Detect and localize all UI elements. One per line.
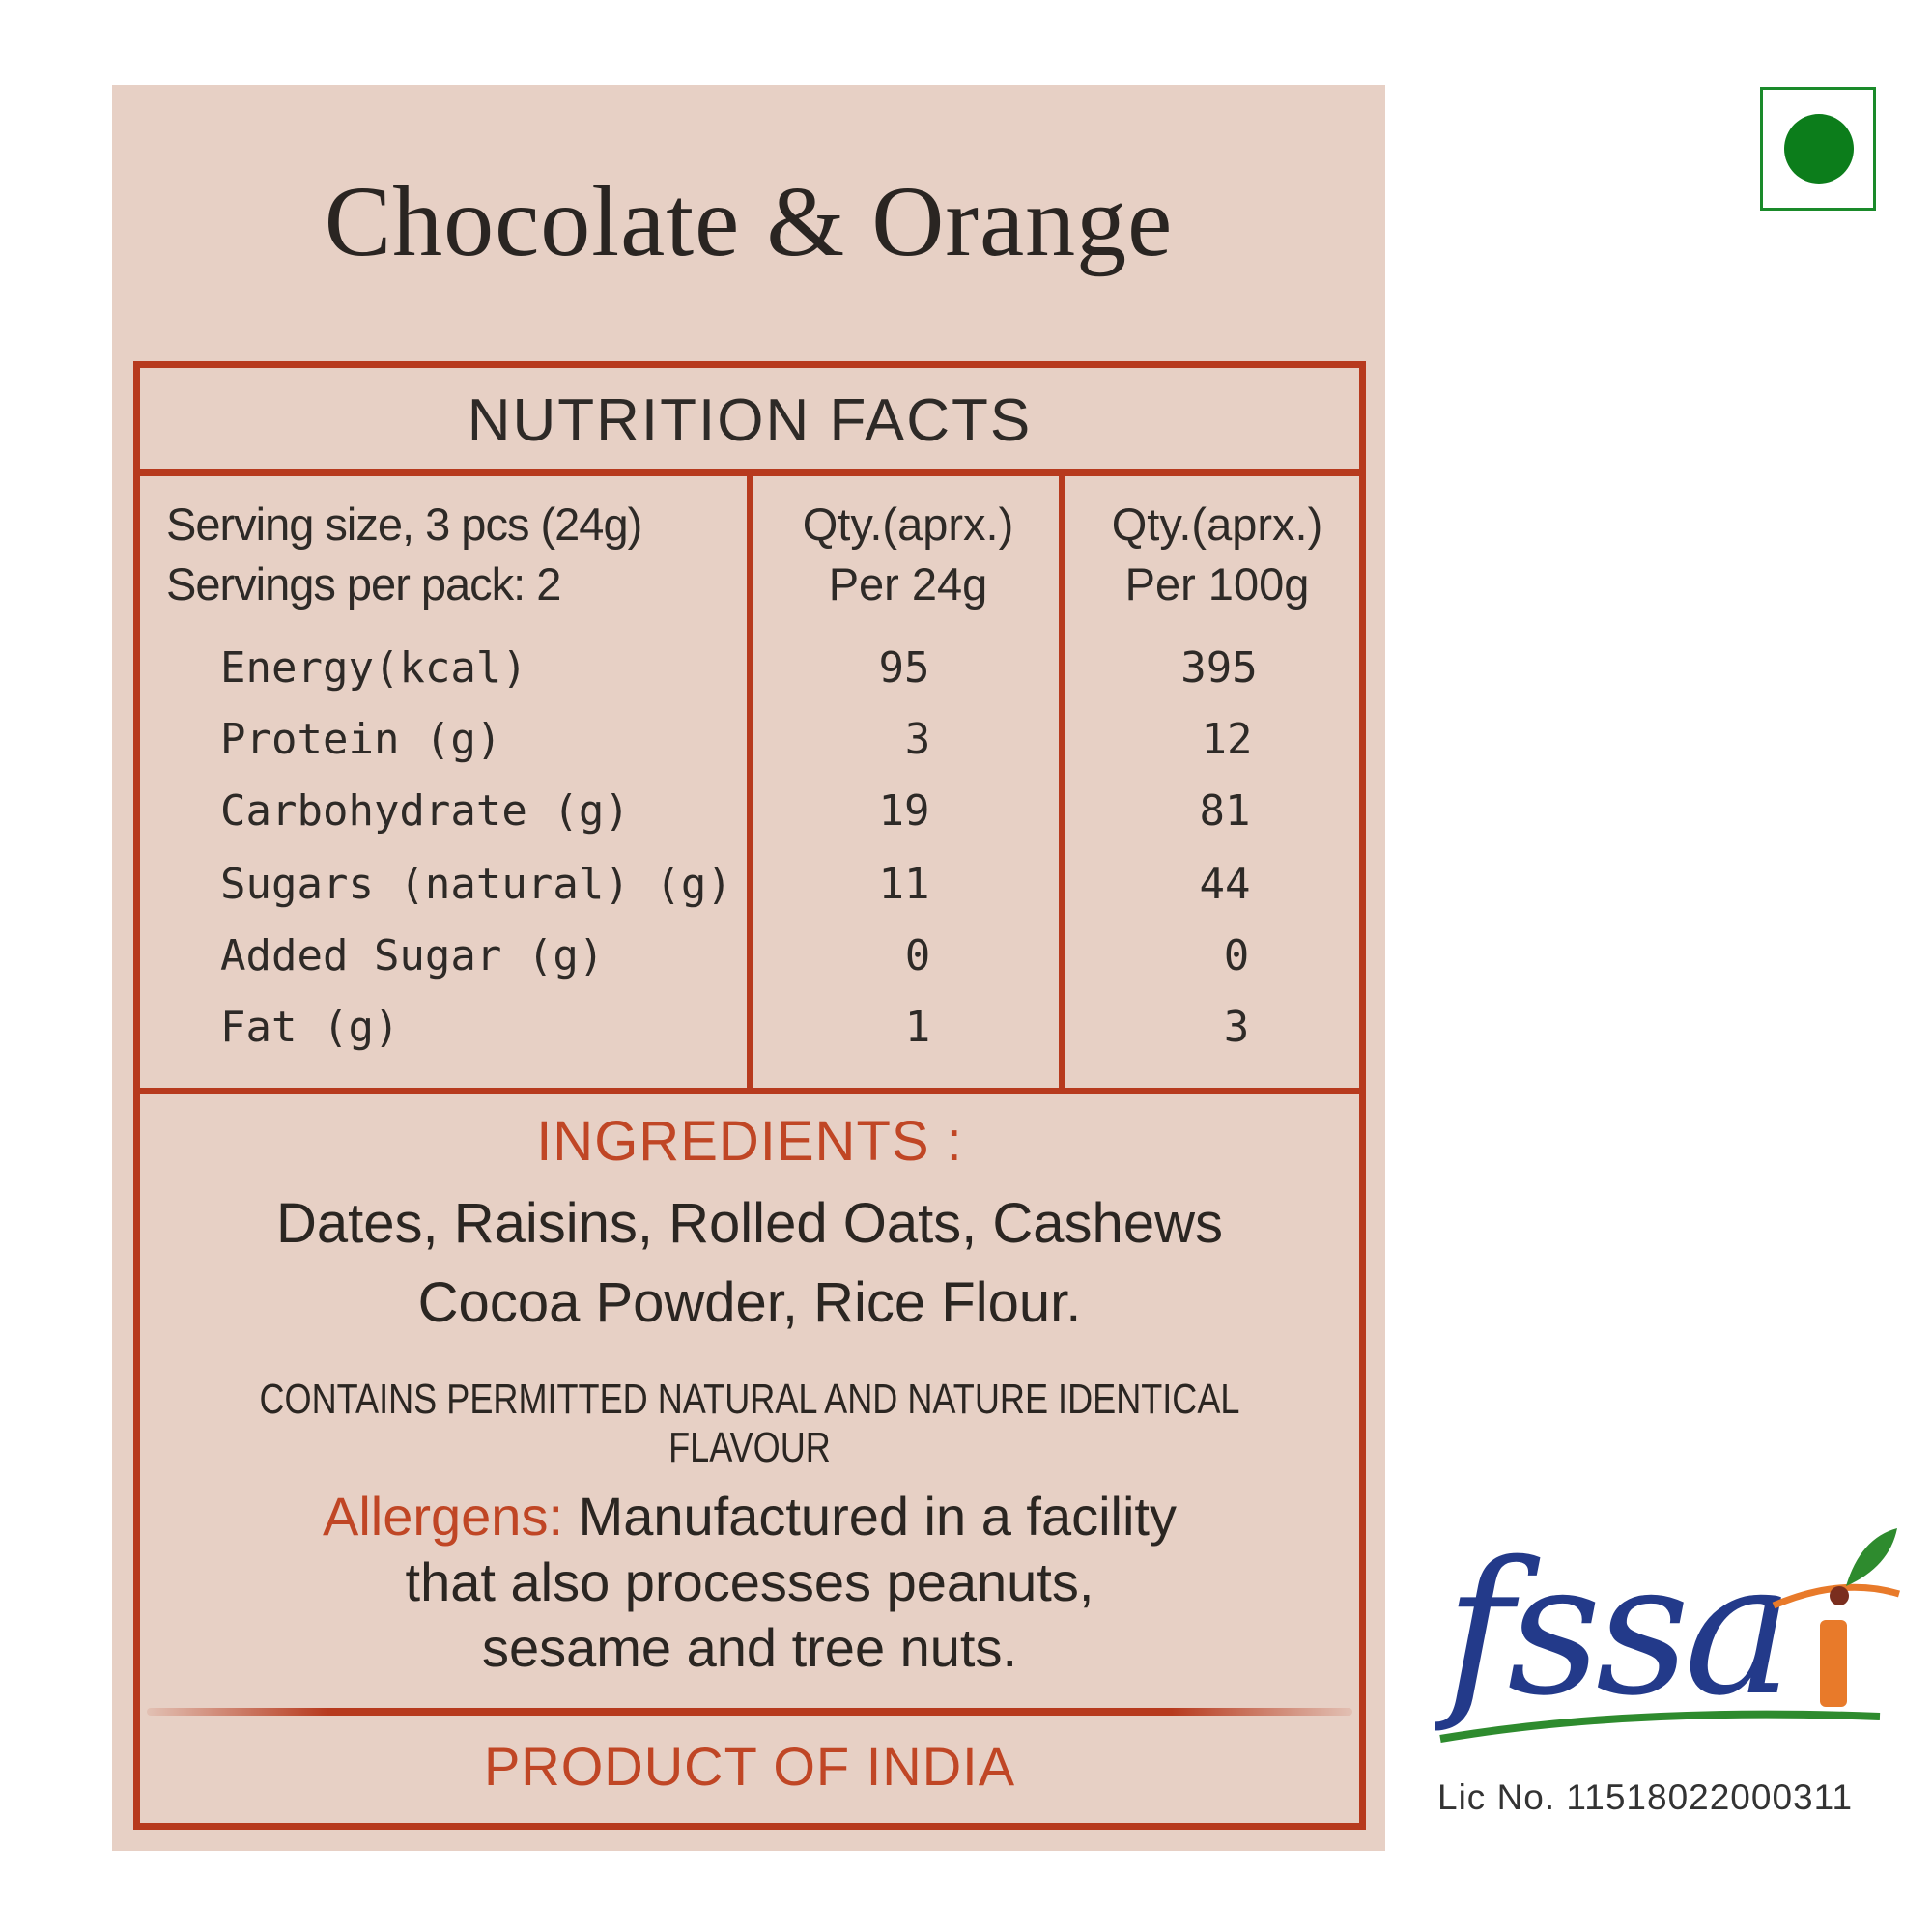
veg-mark-icon xyxy=(1760,87,1876,211)
row-per100-sugars: 44 xyxy=(1199,860,1251,909)
serving-info: Serving size, 3 pcs (24g) Servings per p… xyxy=(166,495,642,614)
row-per100-energy: 395 xyxy=(1180,643,1258,693)
allergen-line1: Allergens: Manufactured in a facility xyxy=(140,1484,1359,1549)
col-header-per100: Qty.(aprx.) Per 100g xyxy=(1072,495,1362,614)
fssai-license: Lic No. 11518022000311 xyxy=(1437,1777,1854,1817)
fssai-i-stem xyxy=(1820,1620,1847,1707)
nutrition-heading: NUTRITION FACTS xyxy=(467,387,1033,454)
brush-divider xyxy=(147,1708,1352,1716)
allergen-line3: sesame and tree nuts. xyxy=(481,1617,1018,1678)
fssai-letters: fssa xyxy=(1435,1522,1788,1736)
row-label-added-sugar: Added Sugar (g) xyxy=(220,931,605,980)
col-header-per100-line1: Qty.(aprx.) xyxy=(1111,498,1323,550)
fssai-logo: fssa xyxy=(1435,1522,1901,1743)
allergen-text1: Manufactured in a facility xyxy=(563,1486,1177,1547)
ingredients-line2: Cocoa Powder, Rice Flour. xyxy=(417,1271,1082,1334)
nutrition-box xyxy=(133,361,1366,1830)
row-per100-fat: 3 xyxy=(1223,1003,1250,1052)
fssai-green-swoosh xyxy=(1439,1710,1881,1743)
row-per100-protein: 12 xyxy=(1201,715,1253,764)
row-per100-carbohydrate: 81 xyxy=(1199,786,1251,836)
product-origin: PRODUCT OF INDIA xyxy=(483,1736,1016,1797)
serving-size: Serving size, 3 pcs (24g) xyxy=(166,498,642,550)
row-per24-carbohydrate: 19 xyxy=(878,786,930,836)
ingredients-line1: Dates, Raisins, Rolled Oats, Cashews xyxy=(276,1192,1223,1255)
row-per24-added-sugar: 0 xyxy=(904,931,931,980)
fssai-leaf xyxy=(1846,1528,1897,1586)
flavour-statement: CONTAINS PERMITTED NATURAL AND NATURE ID… xyxy=(259,1376,1240,1471)
row-per24-energy: 95 xyxy=(878,643,930,693)
col-header-per24-line2: Per 24g xyxy=(828,558,988,610)
row-label-fat: Fat (g) xyxy=(220,1003,400,1052)
row-per24-fat: 1 xyxy=(904,1003,931,1052)
col-header-per100-line2: Per 100g xyxy=(1124,558,1310,610)
allergen-line2: that also processes peanuts, xyxy=(405,1551,1094,1612)
row-label-energy: Energy(kcal) xyxy=(220,643,527,693)
ingredients-list: Dates, Raisins, Rolled Oats, Cashews Coc… xyxy=(140,1184,1359,1343)
veg-dot xyxy=(1784,114,1854,184)
row-label-carbohydrate: Carbohydrate (g) xyxy=(220,786,630,836)
row-label-protein: Protein (g) xyxy=(220,715,502,764)
divider-col2 xyxy=(1059,469,1065,1094)
ingredients-heading: INGREDIENTS : xyxy=(536,1110,963,1173)
col-header-per24: Qty.(aprx.) Per 24g xyxy=(763,495,1053,614)
servings-per-pack: Servings per pack: 2 xyxy=(166,558,561,610)
row-label-sugars: Sugars (natural) (g) xyxy=(220,860,732,909)
allergen-statement: Allergens: Manufactured in a facility th… xyxy=(140,1484,1359,1681)
fssai-dot xyxy=(1830,1586,1849,1605)
col-header-per24-line1: Qty.(aprx.) xyxy=(802,498,1014,550)
divider-col1 xyxy=(747,469,753,1094)
row-per24-protein: 3 xyxy=(904,715,931,764)
row-per100-added-sugar: 0 xyxy=(1223,931,1250,980)
row-per24-sugars: 11 xyxy=(878,860,930,909)
product-title: Chocolate & Orange xyxy=(324,166,1174,277)
allergen-label: Allergens: xyxy=(322,1486,564,1547)
